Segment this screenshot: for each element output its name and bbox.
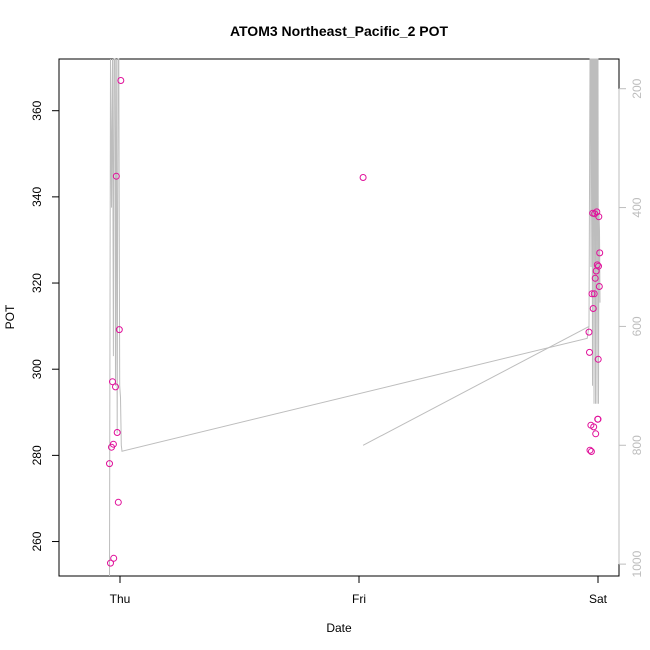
x-axis: Thu Fri Sat [110, 575, 608, 606]
data-point [109, 440, 117, 448]
data-point [114, 498, 122, 506]
points-group [106, 77, 604, 567]
data-point [117, 77, 125, 84]
data-point [112, 172, 120, 180]
data-point [594, 415, 602, 423]
data-point [590, 290, 598, 298]
line-series-group [109, 58, 601, 577]
y-tick-label: 280 [30, 445, 44, 465]
x-tick-label: Sat [589, 592, 608, 606]
y-tick-label: 300 [30, 359, 44, 379]
y-axis-label: POT [3, 304, 17, 329]
data-point [595, 283, 603, 290]
data-point [359, 174, 367, 181]
x-axis-label: Date [326, 621, 352, 635]
data-point [115, 326, 123, 334]
data-point [591, 274, 599, 282]
data-point [112, 383, 119, 391]
data-point [586, 446, 594, 454]
line-series-2 [362, 58, 601, 446]
right-y-tick-label: 1000 [630, 550, 644, 577]
data-point [106, 460, 113, 468]
chart-title: ATOM3 Northeast_Pacific_2 POT [230, 23, 449, 39]
plot-frame [58, 58, 620, 577]
x-tick-label: Thu [110, 592, 131, 606]
y-tick-label: 260 [30, 531, 44, 551]
data-point [595, 213, 603, 221]
y-tick-label: 340 [30, 187, 44, 207]
x-tick-label: Fri [352, 592, 366, 606]
data-point [109, 378, 116, 386]
y-axis: 260 280 300 320 340 360 [30, 100, 60, 552]
data-point [588, 290, 596, 298]
data-point [587, 448, 595, 455]
data-point [594, 355, 602, 363]
data-point [110, 554, 118, 562]
right-y-tick-label: 600 [630, 316, 644, 336]
right-y-tick-label: 400 [630, 197, 644, 217]
data-point [593, 261, 601, 269]
right-y-tick-label: 800 [630, 435, 644, 455]
data-point [595, 262, 602, 270]
line-series-1 [109, 58, 590, 577]
y-tick-label: 320 [30, 273, 44, 293]
data-point [592, 430, 600, 438]
data-point [586, 348, 593, 356]
right-y-tick-label: 200 [630, 78, 644, 98]
data-point [596, 249, 604, 257]
data-point [107, 559, 114, 567]
data-point [113, 429, 121, 436]
data-point [590, 423, 598, 431]
data-point [589, 305, 597, 312]
y-tick-label: 360 [30, 100, 44, 120]
data-point [585, 328, 593, 336]
right-y-axis: 200 400 600 800 1000 [618, 78, 644, 577]
